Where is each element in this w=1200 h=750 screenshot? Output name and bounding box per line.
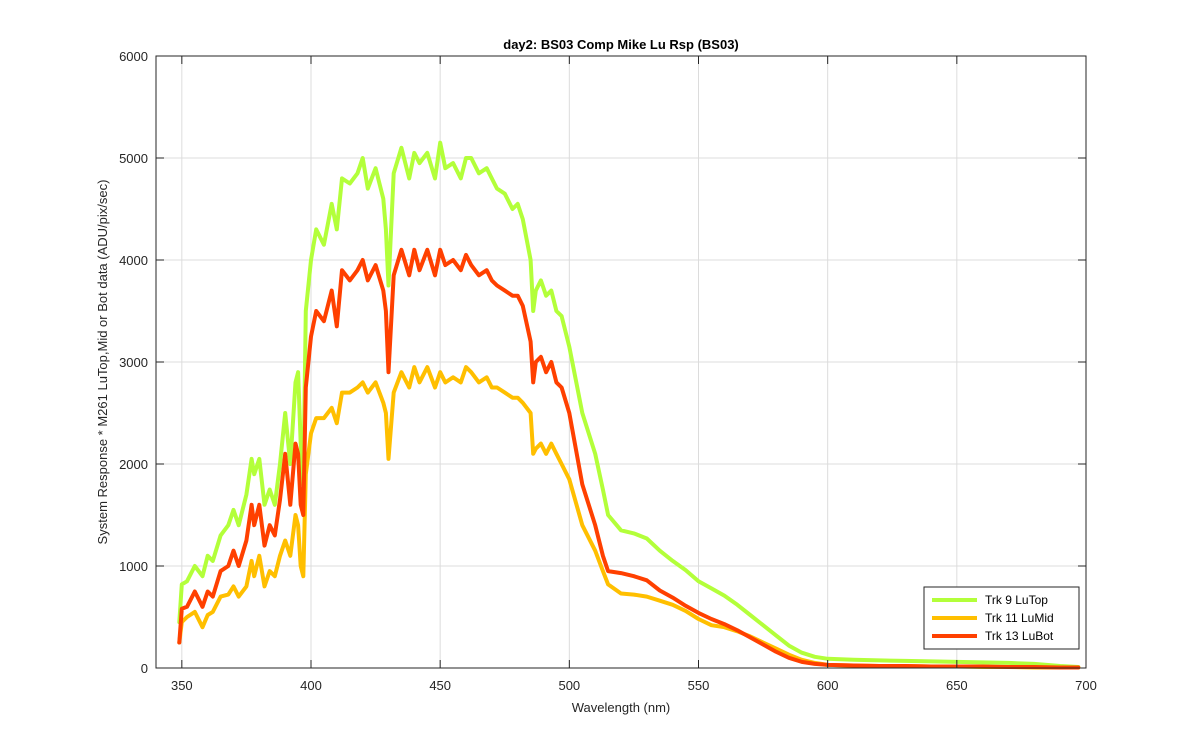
y-axis-label: System Response * M261 LuTop,Mid or Bot …	[95, 180, 110, 545]
y-tick-label: 4000	[119, 253, 148, 268]
y-tick-label: 6000	[119, 49, 148, 64]
x-tick-label: 500	[558, 678, 580, 693]
y-tick-label: 2000	[119, 457, 148, 472]
y-tick-label: 0	[141, 661, 148, 676]
x-tick-label: 600	[817, 678, 839, 693]
x-tick-label: 650	[946, 678, 968, 693]
axis-ticks: 350 400 450 500 550 600 650 700 0 1000 2000 3000 400…	[119, 49, 1097, 693]
series-line	[177, 140, 1081, 669]
x-tick-label: 400	[300, 678, 322, 693]
chart-title: day2: BS03 Comp Mike Lu Rsp (BS03)	[503, 37, 739, 52]
x-tick-label: 700	[1075, 678, 1097, 693]
series-lines	[177, 140, 1081, 670]
legend-label: Trk 9 LuTop	[985, 593, 1048, 607]
y-tick-label: 3000	[119, 355, 148, 370]
x-tick-label: 550	[688, 678, 710, 693]
y-tick-label: 5000	[119, 151, 148, 166]
series-line	[177, 247, 1081, 670]
x-tick-label: 350	[171, 678, 193, 693]
y-tick-label: 1000	[119, 559, 148, 574]
x-tick-label: 450	[429, 678, 451, 693]
legend-label: Trk 11 LuMid	[985, 611, 1054, 625]
legend: Trk 9 LuTop Trk 11 LuMid Trk 13 LuBot	[923, 586, 1080, 650]
legend-label: Trk 13 LuBot	[985, 629, 1054, 643]
x-axis-label: Wavelength (nm)	[572, 700, 671, 715]
